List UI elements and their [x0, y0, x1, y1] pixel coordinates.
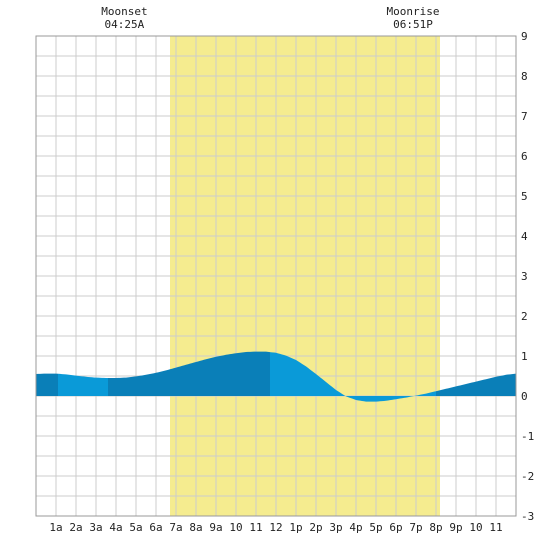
x-tick-label: 12 — [269, 521, 282, 534]
x-tick-label: 7p — [409, 521, 422, 534]
y-tick-label: 2 — [521, 310, 528, 323]
x-tick-label: 1p — [289, 521, 302, 534]
x-tick-label: 8p — [429, 521, 442, 534]
y-tick-label: 0 — [521, 390, 528, 403]
x-tick-label: 11 — [489, 521, 502, 534]
y-tick-label: -1 — [521, 430, 534, 443]
y-tick-label: 4 — [521, 230, 528, 243]
x-tick-labels: 1a 2a 3a 4a 5a 6a 7a 8a 9a 10 11 12 1p 2p 3p 4p 5p 6p 7p 8p… — [49, 521, 502, 534]
tide-area-segment — [270, 352, 436, 402]
x-tick-label: 9p — [449, 521, 462, 534]
moon-event-label: Moonrise — [387, 5, 440, 18]
x-tick-label: 9a — [209, 521, 222, 534]
moon-event-time: 04:25A — [105, 18, 145, 31]
x-tick-label: 5a — [129, 521, 142, 534]
x-tick-label: 10 — [229, 521, 242, 534]
y-tick-label: 8 — [521, 70, 528, 83]
x-tick-label: 1a — [49, 521, 62, 534]
x-tick-label: 8a — [189, 521, 202, 534]
x-tick-label: 3p — [329, 521, 342, 534]
x-tick-label: 4p — [349, 521, 362, 534]
x-tick-label: 10 — [469, 521, 482, 534]
tide-area-segment — [36, 373, 58, 396]
tide-area-segment — [58, 373, 108, 396]
y-tick-label: 6 — [521, 150, 528, 163]
y-tick-labels: -3 -2 -1 0 1 2 3 4 5 6 7 8 9 — [521, 30, 534, 523]
y-tick-label: 7 — [521, 110, 528, 123]
x-tick-label: 4a — [109, 521, 122, 534]
x-tick-label: 2p — [309, 521, 322, 534]
x-tick-label: 2a — [69, 521, 82, 534]
tide-area-segment — [108, 351, 270, 396]
x-tick-label: 11 — [249, 521, 262, 534]
moon-event-label: Moonset — [101, 5, 147, 18]
x-tick-label: 6a — [149, 521, 162, 534]
y-tick-label: 1 — [521, 350, 528, 363]
x-tick-label: 5p — [369, 521, 382, 534]
tide-layer — [36, 351, 516, 402]
x-tick-label: 7a — [169, 521, 182, 534]
tide-area-segment — [436, 373, 516, 396]
y-tick-label: -3 — [521, 510, 534, 523]
y-tick-label: 9 — [521, 30, 528, 43]
y-tick-label: 5 — [521, 190, 528, 203]
x-tick-label: 3a — [89, 521, 102, 534]
moon-event-time: 06:51P — [393, 18, 433, 31]
y-tick-label: 3 — [521, 270, 528, 283]
plot-frame — [35, 35, 517, 517]
x-tick-label: 6p — [389, 521, 402, 534]
y-tick-label: -2 — [521, 470, 534, 483]
grid-layer — [36, 35, 516, 517]
